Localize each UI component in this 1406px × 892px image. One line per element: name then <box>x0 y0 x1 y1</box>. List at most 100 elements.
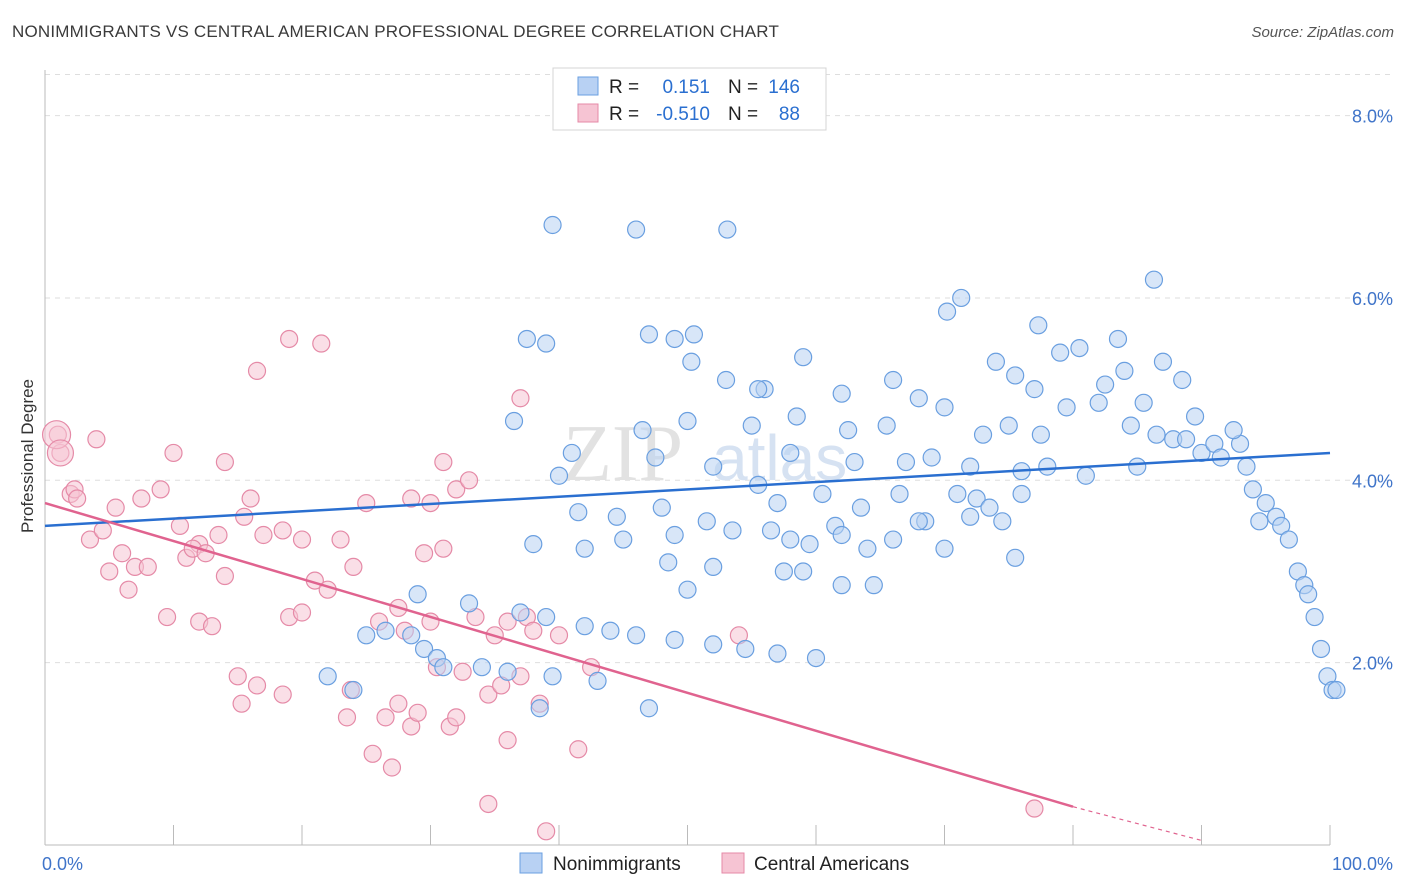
nonimmigrants-point <box>633 421 652 440</box>
central-americans-point <box>402 489 421 508</box>
central-americans-point <box>241 489 260 508</box>
nonimmigrants-point <box>459 594 479 613</box>
nonimmigrants-point <box>1006 548 1025 567</box>
central-americans-point <box>93 521 112 540</box>
nonimmigrants-point <box>1128 457 1147 476</box>
nonimmigrants-point <box>883 530 903 549</box>
central-americans-point <box>138 557 157 577</box>
central-americans-point <box>408 703 427 722</box>
central-americans-trend-line <box>44 501 1074 808</box>
central-americans-point-large <box>46 439 75 467</box>
nonimmigrants-point <box>1305 607 1324 627</box>
nonimmigrants-point <box>1006 366 1025 385</box>
central-americans-point <box>100 562 119 581</box>
central-americans-point <box>524 621 543 640</box>
nonimmigrants-point <box>832 576 851 595</box>
nonimmigrants-point <box>607 507 626 526</box>
correlation-legend: R = 0.151 N = 146 R = -0.510 N = 88 <box>552 67 827 131</box>
central-americans-point <box>247 361 267 380</box>
central-americans-point <box>273 521 292 540</box>
y-tick-label-1: 4.0% <box>1352 471 1393 491</box>
central-americans-point <box>447 480 466 499</box>
nonimmigrants-point <box>851 498 871 517</box>
central-americans-point <box>254 525 273 545</box>
nonimmigrants-point <box>858 539 877 558</box>
nonimmigrants-point <box>646 448 665 467</box>
nonimmigrants-point <box>1185 407 1205 426</box>
central-americans-point <box>479 794 498 814</box>
central-americans-point <box>273 685 292 704</box>
central-americans-point <box>292 603 312 622</box>
nonimmigrants-point <box>800 535 819 554</box>
nonimmigrants-point <box>659 553 678 572</box>
nonimmigrants-point <box>961 457 980 476</box>
nonimmigrants-point <box>549 466 569 485</box>
nonimmigrants-point <box>682 352 701 371</box>
tick-labels: 2.0% 4.0% 6.0% 8.0% 0.0% 100.0% <box>42 107 1393 874</box>
y-tick-label-3: 8.0% <box>1352 107 1393 127</box>
central-americans-point <box>202 617 222 636</box>
nonimmigrants-point <box>1038 457 1057 476</box>
nonimmigrants-point <box>883 370 903 390</box>
nonimmigrants-point <box>1272 516 1291 535</box>
central-americans-point <box>247 676 267 695</box>
nonimmigrants-point <box>652 498 671 517</box>
nonimmigrants-point <box>498 662 517 681</box>
central-americans-point <box>215 566 234 586</box>
y-axis-label: Professional Degree <box>18 379 37 533</box>
series-legend: Nonimmigrants Central Americans <box>519 852 909 875</box>
central-americans-point <box>414 544 434 563</box>
central-americans-point <box>337 708 357 727</box>
nonimmigrants-point <box>781 443 800 463</box>
nonimmigrants-point <box>318 667 337 686</box>
nonimmigrants-point <box>704 557 723 577</box>
legend-r-label-1: R = <box>609 77 639 98</box>
trend-lines <box>44 451 1331 842</box>
central-americans-point <box>157 607 177 627</box>
nonimmigrants-point <box>896 452 916 472</box>
nonimmigrants-point <box>1070 338 1089 358</box>
nonimmigrants-point <box>937 302 957 321</box>
nonimmigrants-point <box>511 603 530 622</box>
central-americans-point <box>376 708 395 727</box>
nonimmigrants-point <box>794 348 813 367</box>
source-label: Source: ZipAtlas.com <box>1251 24 1394 41</box>
central-americans-point <box>344 557 363 577</box>
central-americans-point <box>389 694 408 713</box>
nonimmigrants-point <box>1153 352 1173 371</box>
nonimmigrants-point <box>967 489 986 508</box>
nonimmigrants-point <box>434 658 453 677</box>
central-americans-point <box>68 489 87 508</box>
nonimmigrants-point <box>877 416 896 435</box>
nonimmigrants-point <box>961 507 980 526</box>
central-americans-points <box>41 329 1044 841</box>
nonimmigrants-point <box>543 667 562 686</box>
y-tick-label-0: 2.0% <box>1352 654 1393 674</box>
central-americans-point <box>363 744 382 763</box>
nonimmigrants-point <box>1176 430 1196 449</box>
watermark-zip: ZIP <box>563 410 683 498</box>
central-americans-point <box>569 740 588 759</box>
nonimmigrants-point <box>832 384 851 403</box>
legend-n-label-1: N = <box>728 77 758 98</box>
nonimmigrants-point <box>684 325 704 344</box>
axes <box>44 70 1331 846</box>
legend-r-value-1: 0.151 <box>662 77 710 98</box>
nonimmigrants-point <box>1121 416 1140 435</box>
nonimmigrants-point <box>601 621 620 640</box>
nonimmigrants-point <box>639 699 659 718</box>
series-legend-swatch-nonimmigrants <box>519 852 543 874</box>
central-americans-point <box>164 443 183 463</box>
legend-r-value-2: -0.510 <box>656 104 710 125</box>
nonimmigrants-point <box>787 407 806 426</box>
nonimmigrants-point <box>774 562 793 581</box>
nonimmigrants-point <box>761 521 781 540</box>
nonimmigrants-point <box>1025 380 1044 399</box>
nonimmigrants-point <box>1096 375 1115 394</box>
nonimmigrants-point <box>864 576 883 595</box>
nonimmigrants-point <box>1237 457 1256 476</box>
central-americans-point <box>479 685 498 704</box>
nonimmigrants-point <box>614 530 633 549</box>
central-americans-point <box>1025 799 1044 818</box>
